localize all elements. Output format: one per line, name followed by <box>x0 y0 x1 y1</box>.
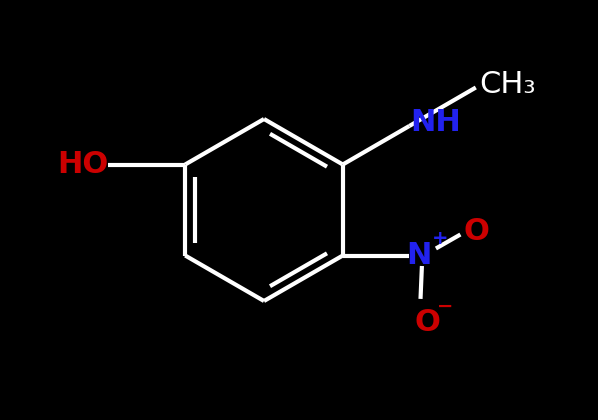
Text: HO: HO <box>57 150 108 179</box>
Text: N: N <box>406 241 431 270</box>
Text: −: − <box>437 297 454 315</box>
Text: NH: NH <box>411 108 462 137</box>
Text: O: O <box>415 307 441 336</box>
Text: CH₃: CH₃ <box>480 69 536 99</box>
Text: +: + <box>432 228 448 247</box>
Text: O: O <box>464 216 490 246</box>
